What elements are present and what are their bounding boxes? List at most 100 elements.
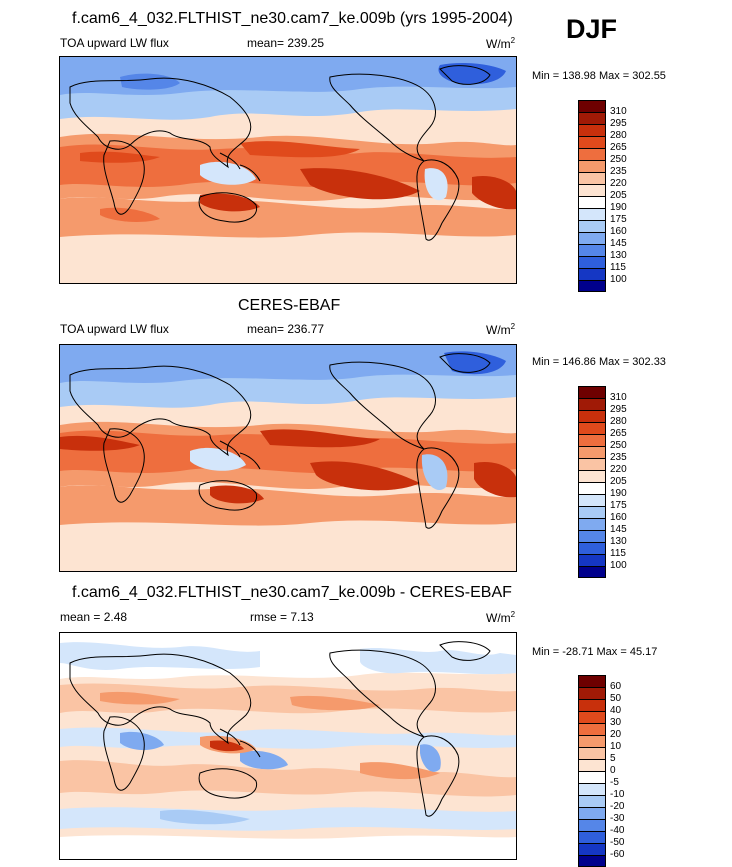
colorbar-swatch [578,100,606,112]
colorbar-tick-label: -40 [610,825,625,836]
colorbar-swatch [578,280,606,292]
colorbar-tick-label: 235 [610,452,627,463]
colorbar-swatch [578,268,606,280]
colorbar-swatch [578,112,606,124]
colorbar-obs [578,386,606,578]
colorbar-swatch [578,711,606,723]
colorbar-swatch [578,220,606,232]
variable-label: TOA upward LW flux [60,322,169,336]
colorbar-tick-label: 160 [610,226,627,237]
units-label: W/m2 [486,322,516,337]
map-diff-field [60,633,516,859]
colorbar-tick-label: 250 [610,440,627,451]
colorbar-tick-label: 190 [610,488,627,499]
colorbar-tick-label: 100 [610,560,627,571]
map-diff [59,632,517,860]
colorbar-tick-label: -5 [610,777,619,788]
colorbar-tick-label: 175 [610,214,627,225]
colorbar-tick-label: 205 [610,190,627,201]
variable-label: TOA upward LW flux [60,36,169,50]
colorbar-tick-label: 280 [610,416,627,427]
colorbar-swatch [578,244,606,256]
colorbar-tick-label: 295 [610,118,627,129]
colorbar-tick-label: -30 [610,813,625,824]
colorbar-tick-label: 190 [610,202,627,213]
colorbar-swatch [578,482,606,494]
colorbar-tick-label: -10 [610,789,625,800]
colorbar-swatch [578,506,606,518]
colorbar-tick-label: 220 [610,178,627,189]
map-model [59,56,517,284]
colorbar-tick-label: -50 [610,837,625,848]
colorbar-tick-label: -20 [610,801,625,812]
colorbar-tick-label: 205 [610,476,627,487]
min-max-label: Min = 138.98 Max = 302.55 [532,70,666,82]
colorbar-swatch [578,759,606,771]
colorbar-tick-label: 280 [610,130,627,141]
colorbar-swatch [578,422,606,434]
colorbar-swatch [578,196,606,208]
colorbar-diff [578,675,606,867]
colorbar-swatch [578,458,606,470]
panel-title: f.cam6_4_032.FLTHIST_ne30.cam7_ke.009b (… [72,10,513,27]
colorbar-swatch [578,831,606,843]
colorbar-tick-label: 145 [610,524,627,535]
colorbar-tick-label: 40 [610,705,622,716]
colorbar-swatch [578,807,606,819]
colorbar-tick-label: 145 [610,238,627,249]
mean-label: mean = 2.48 [60,610,128,624]
colorbar-tick-label: 310 [610,106,627,117]
map-obs [59,344,517,572]
colorbar-swatch [578,124,606,136]
colorbar-tick-label: 50 [610,693,622,704]
colorbar-tick-label: 0 [610,765,616,776]
units-label: W/m2 [486,36,516,51]
colorbar-swatch [578,184,606,196]
colorbar-tick-label: 130 [610,536,627,547]
colorbar-model [578,100,606,292]
min-max-label: Min = -28.71 Max = 45.17 [532,646,658,658]
colorbar-swatch [578,232,606,244]
colorbar-swatch [578,434,606,446]
colorbar-swatch [578,398,606,410]
mean-label: mean= 236.77 [247,322,325,336]
colorbar-swatch [578,855,606,867]
colorbar-swatch [578,735,606,747]
colorbar-swatch [578,470,606,482]
colorbar-swatch [578,747,606,759]
colorbar-swatch [578,783,606,795]
colorbar-tick-label: 10 [610,741,622,752]
colorbar-swatch [578,554,606,566]
colorbar-swatch [578,518,606,530]
colorbar-swatch [578,208,606,220]
rmse-label: rmse = 7.13 [250,610,314,624]
colorbar-swatch [578,542,606,554]
colorbar-swatch [578,160,606,172]
colorbar-swatch [578,530,606,542]
colorbar-swatch [578,771,606,783]
colorbar-tick-label: 115 [610,548,626,559]
colorbar-swatch [578,566,606,578]
colorbar-tick-label: 310 [610,392,627,403]
colorbar-swatch [578,687,606,699]
colorbar-tick-label: 60 [610,681,622,692]
min-max-label: Min = 146.86 Max = 302.33 [532,356,666,368]
colorbar-tick-label: 175 [610,500,627,511]
colorbar-swatch [578,843,606,855]
units-label: W/m2 [486,610,516,625]
colorbar-swatch [578,795,606,807]
colorbar-tick-label: 265 [610,142,627,153]
colorbar-tick-label: 5 [610,753,616,764]
colorbar-tick-label: 115 [610,262,626,273]
panel-title: f.cam6_4_032.FLTHIST_ne30.cam7_ke.009b -… [72,584,512,601]
colorbar-swatch [578,675,606,687]
panel-title: CERES-EBAF [238,297,341,314]
colorbar-tick-label: 30 [610,717,622,728]
colorbar-swatch [578,410,606,422]
colorbar-tick-label: 235 [610,166,627,177]
colorbar-swatch [578,699,606,711]
colorbar-swatch [578,148,606,160]
colorbar-swatch [578,136,606,148]
colorbar-tick-label: 295 [610,404,627,415]
colorbar-swatch [578,494,606,506]
